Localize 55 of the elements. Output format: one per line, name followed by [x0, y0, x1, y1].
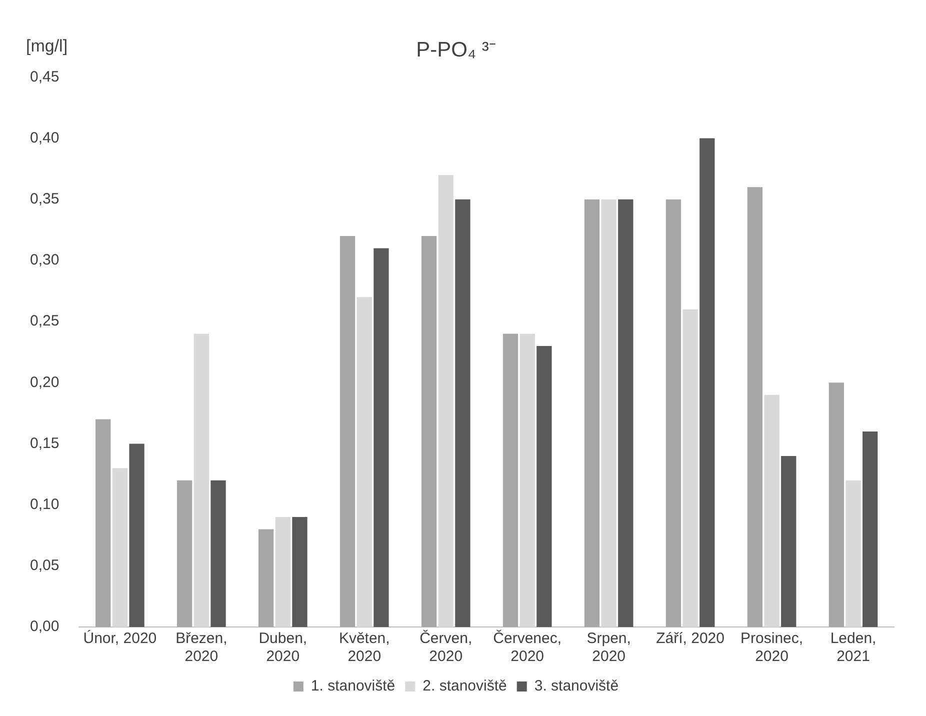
bar: [421, 236, 437, 627]
bar: [764, 394, 780, 627]
y-tick-label: 0,15: [30, 434, 60, 452]
bar: [862, 432, 878, 627]
bar: [96, 419, 111, 627]
x-tick-label: Červenec, 2020: [493, 629, 562, 666]
bar: [584, 199, 600, 627]
bar: [356, 297, 372, 627]
x-tick-label: Prosinec, 2020: [740, 630, 804, 666]
y-tick-label: 0,40: [30, 129, 60, 146]
bar: [536, 346, 552, 627]
legend-label: 3. stanoviště: [534, 678, 619, 695]
x-tick-label: Září, 2020: [656, 630, 724, 648]
bar: [828, 382, 844, 627]
x-tick-label: Březen, 2020: [176, 630, 228, 666]
bar: [700, 138, 715, 627]
y-tick-label: 0,25: [30, 312, 60, 330]
y-tick-label: 0,45: [30, 68, 60, 86]
bar: [502, 334, 518, 627]
bar: [520, 334, 535, 627]
x-tick-label: Květen, 2020: [338, 630, 390, 666]
bar: [747, 187, 763, 627]
bar: [112, 468, 128, 627]
y-tick-label: 0,20: [30, 374, 60, 391]
bar: [177, 480, 192, 627]
bar: [846, 480, 861, 627]
x-tick-label: Srpen, 2020: [586, 630, 631, 666]
x-tick-label: Červen, 2020: [420, 629, 472, 666]
bar: [275, 517, 290, 627]
bar: [666, 199, 682, 627]
bar: [292, 517, 308, 627]
bar: [601, 199, 616, 627]
bar: [340, 236, 356, 627]
y-tick-label: 0,35: [30, 190, 60, 208]
bar: [438, 174, 454, 627]
bar: [129, 444, 144, 627]
bar: [682, 309, 698, 627]
x-tick-label: Duben, 2020: [258, 630, 308, 666]
x-tick-label: Leden, 2021: [830, 630, 876, 666]
bar: [258, 529, 274, 627]
y-tick-label: 0,10: [30, 496, 60, 513]
bar: [194, 334, 209, 627]
bar: [374, 248, 389, 627]
legend-label: 2. stanoviště: [422, 678, 507, 695]
x-tick-label: Únor, 2020: [83, 629, 157, 648]
y-axis-title: [mg/l]: [26, 36, 68, 56]
legend-label: 1. stanoviště: [310, 678, 396, 695]
bar: [618, 199, 634, 627]
y-tick-label: 0,30: [30, 252, 60, 269]
bar: [781, 456, 796, 627]
bar: [455, 199, 470, 627]
y-tick-label: 0,05: [30, 557, 60, 574]
bar: [210, 480, 226, 627]
chart-title: P-PO₄ ³⁻: [416, 38, 496, 62]
y-tick-label: 0,00: [30, 618, 60, 636]
